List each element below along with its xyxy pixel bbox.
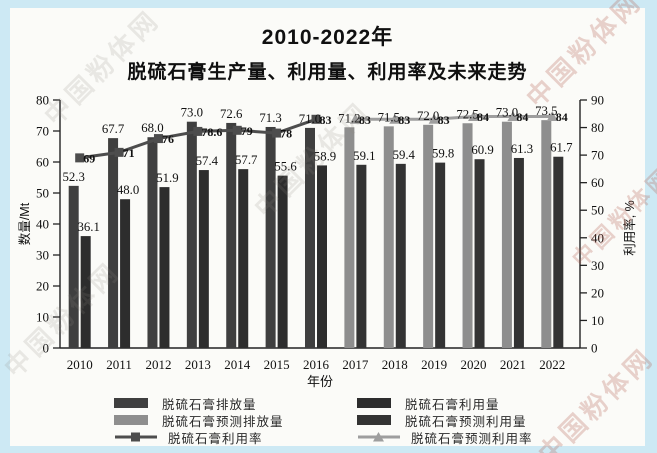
legend-item: 脱硫石膏排放量 xyxy=(114,396,357,412)
legend-item: 脱硫石膏利用量 xyxy=(357,396,594,412)
legend-label: 脱硫石膏预测利用量 xyxy=(405,414,527,429)
legend-line-square-swatch xyxy=(114,431,158,443)
legend-item: 脱硫石膏预测利用率 xyxy=(357,430,594,446)
legend-label: 脱硫石膏预测排放量 xyxy=(162,414,284,429)
legend-line-triangle-swatch xyxy=(357,431,401,443)
legend-item: 脱硫石膏预测利用量 xyxy=(357,413,594,429)
legend-bar-swatch xyxy=(114,398,148,408)
legend-label: 脱硫石膏预测利用率 xyxy=(411,431,533,446)
chart-title-line2: 脱硫石膏生产量、利用量、利用率及未来走势 xyxy=(127,62,528,83)
legend-item: 脱硫石膏预测排放量 xyxy=(114,413,357,429)
legend-label: 脱硫石膏排放量 xyxy=(162,397,257,412)
chart-panel: 2010-2022年 脱硫石膏生产量、利用量、利用率及未来走势 脱硫石膏排放量脱… xyxy=(10,8,645,446)
legend-bar-swatch xyxy=(357,398,391,408)
legend-bar-swatch xyxy=(114,415,148,425)
legend-bar-swatch xyxy=(357,415,391,425)
legend-item: 脱硫石膏利用率 xyxy=(114,430,357,446)
chart-legend: 脱硫石膏排放量 脱硫石膏利用量脱硫石膏预测排放量 脱硫石膏预测利用量脱硫石膏利用率 脱… xyxy=(114,396,594,446)
chart-title-line1: 2010-2022年 xyxy=(261,26,394,49)
legend-label: 脱硫石膏利用量 xyxy=(405,397,500,412)
legend-label: 脱硫石膏利用率 xyxy=(168,431,263,446)
